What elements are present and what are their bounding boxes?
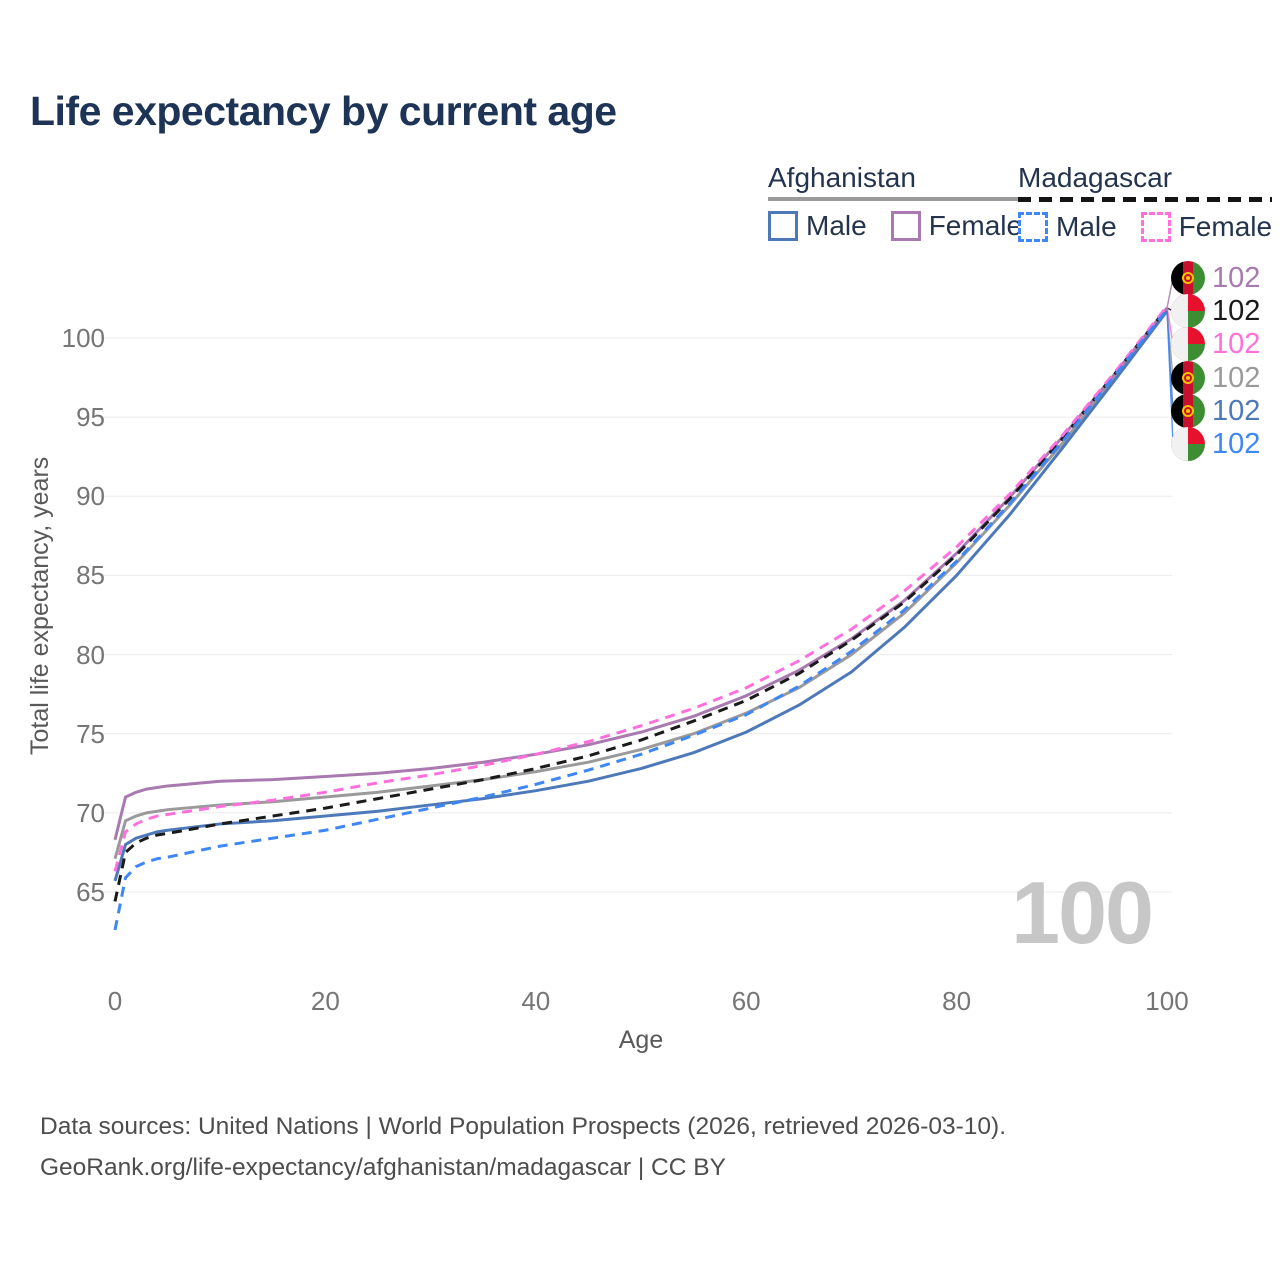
legend-country-afghanistan: Afghanistan (768, 162, 916, 193)
end-label-value: 102 (1212, 394, 1261, 427)
afghanistan-flag-icon (1171, 394, 1205, 428)
end-label-afghanistan-male: 102 (1171, 394, 1260, 428)
y-tick-80: 80 (76, 639, 105, 670)
end-label-madagascar-both: 102 (1171, 294, 1260, 328)
series-line-afghanistan-both[interactable] (113, 308, 1169, 860)
legend-label-afghanistan-male: Male (806, 210, 867, 241)
madagascar-flag-icon (1171, 294, 1205, 328)
page-title: Life expectancy by current age (30, 88, 617, 134)
y-tick-90: 90 (76, 481, 105, 512)
legend-swatch-0-0 (768, 211, 798, 241)
end-label-afghanistan-both: 102 (1171, 361, 1260, 395)
age-frame-watermark: 100 (1011, 863, 1154, 962)
legend-country-madagascar: Madagascar (1018, 162, 1173, 193)
legend-item-afghanistan-male[interactable]: Male (768, 210, 867, 242)
legend-label-afghanistan-female: Female (928, 210, 1023, 241)
legend-item-madagascar-male[interactable]: Male (1018, 211, 1117, 243)
y-tick-65: 65 (76, 877, 105, 907)
series-line-afghanistan-male[interactable] (113, 310, 1169, 882)
y-tick-100: 100 (61, 323, 105, 353)
series-line-madagascar-female[interactable] (113, 305, 1169, 872)
end-label-value: 102 (1212, 427, 1261, 460)
legend-label-madagascar-male: Male (1056, 211, 1117, 242)
legend-swatch-0-1 (890, 211, 921, 241)
legend-item-afghanistan-female[interactable]: Female (890, 210, 1023, 242)
x-tick-0: 0 (107, 986, 123, 1016)
legend-label-madagascar-female: Female (1178, 211, 1273, 242)
legend-swatch-1-1 (1140, 212, 1171, 242)
y-tick-85: 85 (76, 560, 105, 591)
footer-attribution: GeoRank.org/life-expectancy/afghanistan/… (40, 1154, 726, 1181)
end-label-value: 102 (1212, 327, 1261, 360)
footer: Data sources: United Nations | World Pop… (40, 1106, 1006, 1188)
legend-group-afghanistan: Afghanistan Male Female (768, 162, 1023, 242)
life-expectancy-line-chart[interactable] (0, 0, 1280, 1075)
y-tick-75: 75 (76, 718, 105, 749)
end-label-value: 102 (1212, 294, 1261, 327)
legend-underline-afghanistan-solid-line (768, 197, 1023, 201)
madagascar-flag-icon (1171, 327, 1205, 361)
x-tick-20: 20 (310, 986, 340, 1016)
y-tick-70: 70 (76, 797, 105, 828)
series-line-afghanistan-female[interactable] (113, 306, 1169, 841)
end-label-afghanistan-female: 102 (1171, 261, 1260, 295)
legend-group-madagascar: Madagascar Male Female (1018, 162, 1273, 243)
end-label-value: 102 (1212, 261, 1261, 294)
afghanistan-flag-icon (1171, 361, 1205, 395)
footer-data-sources: Data sources: United Nations | World Pop… (40, 1113, 1007, 1140)
madagascar-flag-icon (1171, 427, 1205, 461)
legend-underline-madagascar-dashed-line (1018, 197, 1273, 202)
end-label-value: 102 (1212, 361, 1261, 394)
y-tick-95: 95 (76, 402, 105, 433)
legend-item-madagascar-female[interactable]: Female (1140, 211, 1273, 243)
x-tick-40: 40 (521, 986, 551, 1016)
series-line-madagascar-male[interactable] (113, 308, 1169, 931)
series-line-madagascar-both[interactable] (113, 306, 1169, 902)
x-tick-60: 60 (731, 986, 761, 1016)
legend-swatch-1-0 (1018, 212, 1048, 242)
afghanistan-flag-icon (1171, 261, 1205, 295)
x-tick-80: 80 (942, 986, 972, 1016)
end-label-madagascar-male: 102 (1171, 427, 1260, 461)
x-axis-title: Age (618, 1026, 664, 1054)
x-tick-100: 100 (1145, 986, 1189, 1016)
end-label-madagascar-female: 102 (1171, 327, 1260, 361)
